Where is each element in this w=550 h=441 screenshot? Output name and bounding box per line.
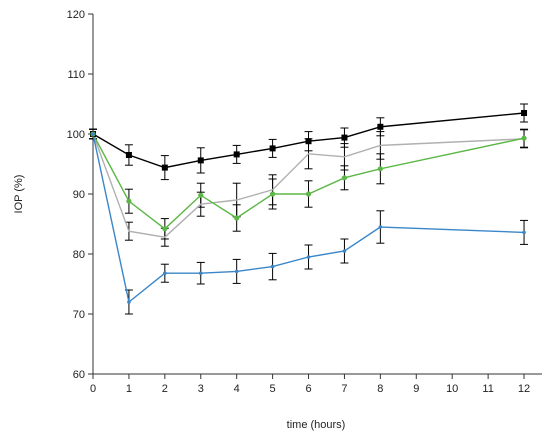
- y-tick-label: 70: [73, 309, 85, 321]
- y-tick-label: 100: [67, 129, 85, 141]
- series-1-marker: [161, 164, 168, 171]
- series-3-marker: [377, 166, 383, 172]
- series-3-marker: [305, 191, 312, 197]
- x-tick-label: 2: [162, 383, 168, 395]
- x-axis-label: time (hours): [287, 419, 346, 431]
- series-4-marker: [378, 225, 383, 229]
- series-4-marker: [522, 230, 526, 235]
- series-4-marker: [270, 264, 275, 269]
- series-1-marker: [233, 151, 240, 158]
- series-4-marker: [342, 249, 347, 253]
- series-1-marker: [305, 138, 312, 145]
- y-tick-label: 60: [73, 369, 85, 381]
- series-4-marker: [127, 300, 131, 304]
- y-axis-label: IOP (%): [13, 175, 25, 214]
- series-4-marker: [306, 255, 311, 259]
- series-3-marker: [162, 226, 168, 232]
- series-1-marker: [377, 123, 384, 130]
- series-1-marker: [197, 157, 204, 164]
- series-4-marker: [91, 132, 95, 136]
- x-tick-label: 3: [198, 383, 204, 395]
- series-4-marker: [234, 269, 239, 274]
- series-line-2: [92, 133, 525, 238]
- y-tick-label: 90: [73, 189, 85, 201]
- y-tick-label: 120: [67, 9, 85, 21]
- series-markers-group: [90, 110, 528, 304]
- series-3-marker: [521, 135, 527, 141]
- series-4-marker: [198, 271, 203, 276]
- series-line-1: [92, 112, 525, 169]
- x-tick-label: 9: [413, 383, 419, 395]
- x-tick-label: 1: [126, 383, 132, 395]
- x-tick-label: 11: [482, 383, 493, 395]
- x-tick-label: 5: [270, 383, 276, 395]
- x-tick-label: 8: [377, 383, 383, 395]
- x-tick-label: 4: [234, 383, 240, 395]
- x-tick-label: 6: [305, 383, 311, 395]
- series-3-marker: [126, 198, 132, 204]
- error-bars-group: [89, 103, 529, 315]
- series-3-marker: [234, 215, 240, 221]
- series-line-4: [92, 133, 525, 304]
- y-tick-label: 110: [67, 69, 85, 81]
- series-1-marker: [269, 145, 276, 152]
- series-line-3: [92, 133, 525, 230]
- x-tick-label: 7: [341, 383, 347, 395]
- x-tick-label: 12: [518, 383, 530, 395]
- series-1-marker: [125, 152, 132, 158]
- x-tick-label: 0: [90, 383, 96, 395]
- series-4-marker: [163, 271, 167, 276]
- series-3-marker: [341, 175, 348, 181]
- series-lines-group: [92, 112, 525, 304]
- x-tick-label: 10: [446, 383, 458, 395]
- series-1-marker: [521, 110, 528, 116]
- y-tick-label: 80: [73, 249, 85, 261]
- series-3-marker: [270, 191, 276, 197]
- series-3-marker: [198, 192, 204, 198]
- series-1-marker: [341, 134, 348, 141]
